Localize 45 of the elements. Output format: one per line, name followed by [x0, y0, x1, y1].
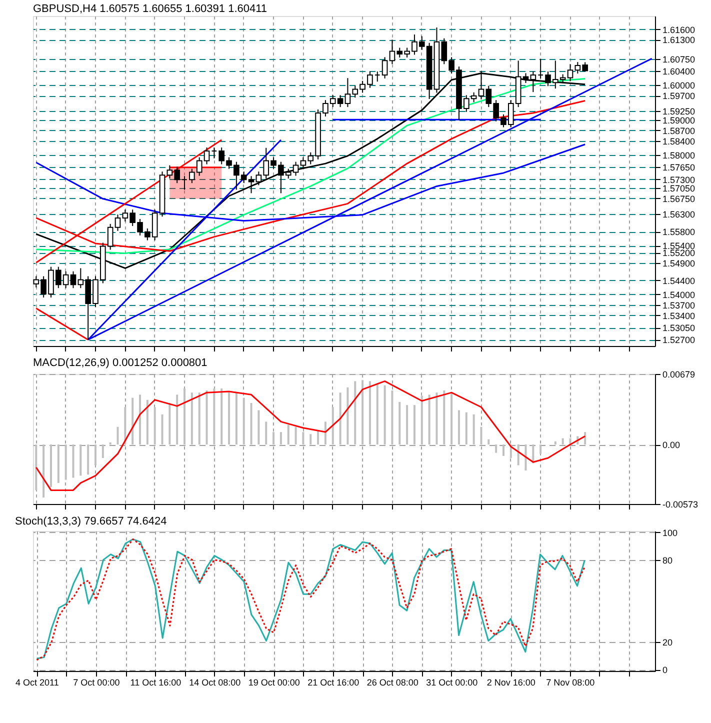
- y-tick-label: 1.53700: [662, 300, 696, 310]
- x-tick-label: 31 Oct 00:00: [426, 678, 478, 688]
- y-tick-label: 1.54900: [662, 258, 696, 268]
- y-tick-label: 1.58700: [662, 126, 696, 136]
- y-tick-label: 1.56300: [662, 210, 696, 220]
- chart-title: MACD(12,26,9) 0.001252 0.000801: [33, 357, 208, 369]
- y-tick-label: 1.60400: [662, 66, 696, 77]
- chart-title: GBPUSD,H4 1.60575 1.60655 1.60391 1.60411: [33, 3, 268, 15]
- chart-title: Stoch(13,3,3) 79.6657 74.6424: [15, 515, 167, 528]
- x-tick-label: 26 Oct 08:00: [366, 678, 418, 688]
- y-tick-label: 1.59250: [662, 106, 696, 117]
- y-tick-label: 1.59000: [662, 115, 696, 126]
- y-tick-label: 1.60750: [662, 54, 696, 64]
- y-tick-label: 1.56750: [662, 194, 696, 204]
- y-tick-label: 100: [662, 528, 678, 538]
- y-tick-label: 1.54000: [662, 290, 696, 300]
- x-tick-label: 21 Oct 16:00: [308, 678, 360, 688]
- x-tick-label: 14 Oct 08:00: [189, 678, 241, 688]
- x-tick-label: 19 Oct 00:00: [248, 678, 300, 688]
- y-tick-label: 0: [662, 665, 668, 676]
- y-tick-label: 1.61300: [662, 35, 696, 46]
- y-tick-label: 1.52700: [662, 335, 696, 346]
- y-tick-label: 1.58400: [662, 136, 696, 146]
- y-tick-label: 80: [662, 555, 673, 566]
- y-tick-label: 1.57050: [662, 183, 696, 194]
- y-tick-label: 0.00: [662, 440, 680, 450]
- x-tick-label: 7 Oct 00:00: [73, 678, 120, 688]
- y-tick-label: 0.00679: [662, 370, 696, 380]
- x-tick-label: 4 Oct 2011: [16, 678, 59, 688]
- y-tick-label: 1.57650: [662, 162, 696, 173]
- x-tick-label: 7 Nov 08:00: [546, 678, 595, 688]
- y-tick-label: 1.58000: [662, 150, 696, 160]
- y-tick-label: 1.57300: [662, 174, 696, 185]
- y-tick-label: 1.59700: [662, 91, 696, 102]
- x-tick-label: 11 Oct 16:00: [130, 678, 182, 688]
- y-tick-label: 1.55200: [662, 248, 696, 258]
- y-tick-label: 1.53050: [662, 323, 696, 334]
- x-tick-label: 2 Nov 16:00: [486, 678, 536, 688]
- y-tick-label: 1.53400: [662, 310, 696, 321]
- y-tick-label: -0.00573: [662, 500, 698, 510]
- y-tick-label: 1.61600: [662, 24, 696, 35]
- y-tick-label: 1.60000: [662, 80, 696, 91]
- y-tick-label: 1.54400: [662, 276, 696, 286]
- y-tick-label: 1.55800: [662, 227, 696, 238]
- y-tick-label: 20: [662, 638, 673, 648]
